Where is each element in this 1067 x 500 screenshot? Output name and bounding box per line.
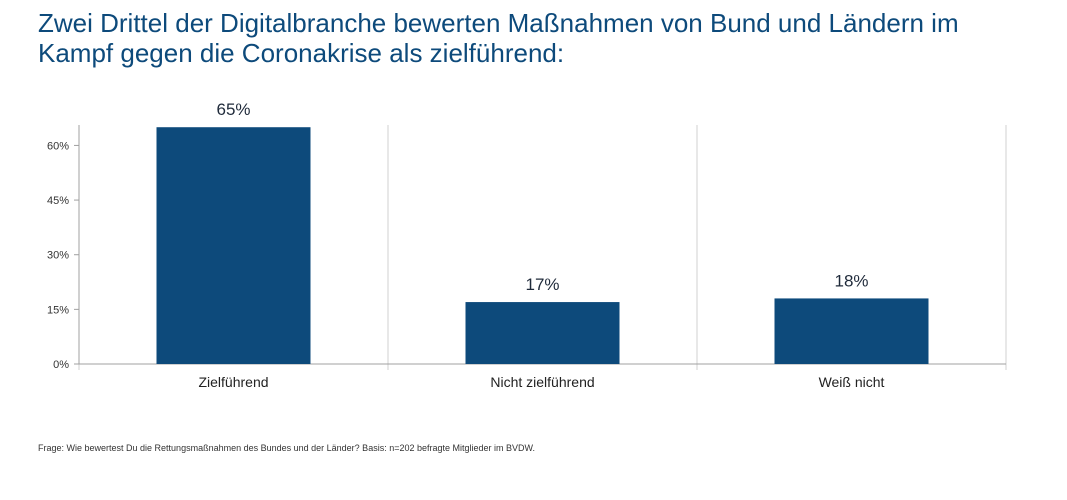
- data-label: 17%: [525, 275, 559, 294]
- x-tick-label: Weiß nicht: [819, 374, 885, 390]
- x-tick-label: Zielführend: [198, 374, 268, 390]
- y-tick-labels: 0% 15% 30% 45% 60%: [47, 140, 79, 371]
- y-tick-label: 60%: [47, 140, 69, 152]
- y-tick-label: 30%: [47, 250, 69, 262]
- chart-title: Zwei Drittel der Digitalbranche bewerten…: [38, 8, 959, 68]
- x-tick-labels: Zielführend Nicht zielführend Weiß nicht: [198, 374, 884, 390]
- bar-0: [156, 127, 311, 364]
- y-tick-label: 15%: [47, 304, 69, 316]
- y-tick-label: 45%: [47, 195, 69, 207]
- data-label: 18%: [834, 271, 868, 290]
- bar-1: [465, 302, 620, 364]
- footnote: Frage: Wie bewertest Du die Rettungsmaßn…: [38, 443, 536, 453]
- data-label: 65%: [216, 100, 250, 119]
- y-tick-label: 0%: [53, 359, 69, 371]
- x-tick-label: Nicht zielführend: [490, 374, 594, 390]
- bar-2: [774, 298, 929, 364]
- bars: [156, 127, 929, 364]
- data-labels: 65% 17% 18%: [216, 100, 868, 294]
